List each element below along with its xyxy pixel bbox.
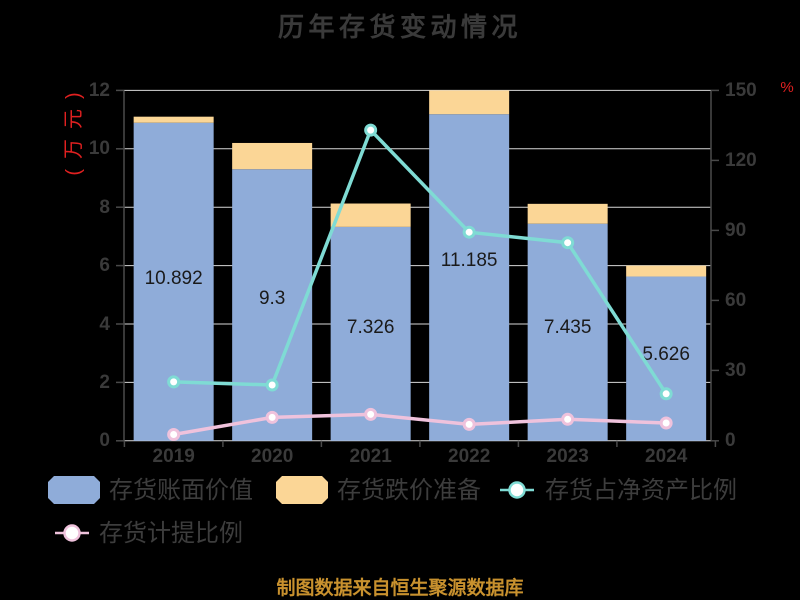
- svg-text:%: %: [780, 79, 793, 96]
- svg-text:120: 120: [725, 150, 757, 171]
- svg-text:4: 4: [99, 314, 110, 335]
- svg-text:历年存货变动情况: 历年存货变动情况: [278, 12, 522, 42]
- svg-text:0: 0: [725, 430, 736, 451]
- svg-text:存货占净资产比例: 存货占净资产比例: [545, 477, 737, 504]
- svg-text:5.626: 5.626: [642, 344, 690, 365]
- svg-text:2022: 2022: [448, 446, 490, 467]
- svg-text:(万元): (万元): [63, 82, 85, 175]
- svg-text:10.892: 10.892: [145, 268, 203, 289]
- svg-text:0: 0: [99, 430, 110, 451]
- svg-text:11.185: 11.185: [441, 250, 498, 271]
- svg-text:90: 90: [725, 220, 746, 241]
- svg-text:7.435: 7.435: [544, 317, 592, 338]
- svg-text:6: 6: [99, 255, 110, 276]
- svg-text:7.326: 7.326: [347, 317, 395, 338]
- svg-text:12: 12: [89, 80, 110, 101]
- svg-text:存货账面价值: 存货账面价值: [109, 477, 253, 504]
- svg-text:2: 2: [99, 372, 110, 393]
- svg-text:2019: 2019: [153, 446, 195, 467]
- svg-text:2020: 2020: [251, 446, 293, 467]
- svg-text:9.3: 9.3: [259, 288, 285, 309]
- svg-text:30: 30: [725, 360, 746, 381]
- svg-text:制图数据来自恒生聚源数据库: 制图数据来自恒生聚源数据库: [276, 576, 523, 599]
- svg-text:150: 150: [725, 80, 757, 101]
- svg-text:60: 60: [725, 290, 746, 311]
- svg-text:10: 10: [89, 138, 110, 159]
- svg-text:2024: 2024: [645, 446, 688, 467]
- svg-text:存货跌价准备: 存货跌价准备: [337, 477, 481, 504]
- svg-text:存货计提比例: 存货计提比例: [99, 520, 243, 547]
- svg-text:2021: 2021: [350, 446, 393, 467]
- svg-text:2023: 2023: [547, 446, 589, 467]
- svg-text:8: 8: [99, 197, 110, 218]
